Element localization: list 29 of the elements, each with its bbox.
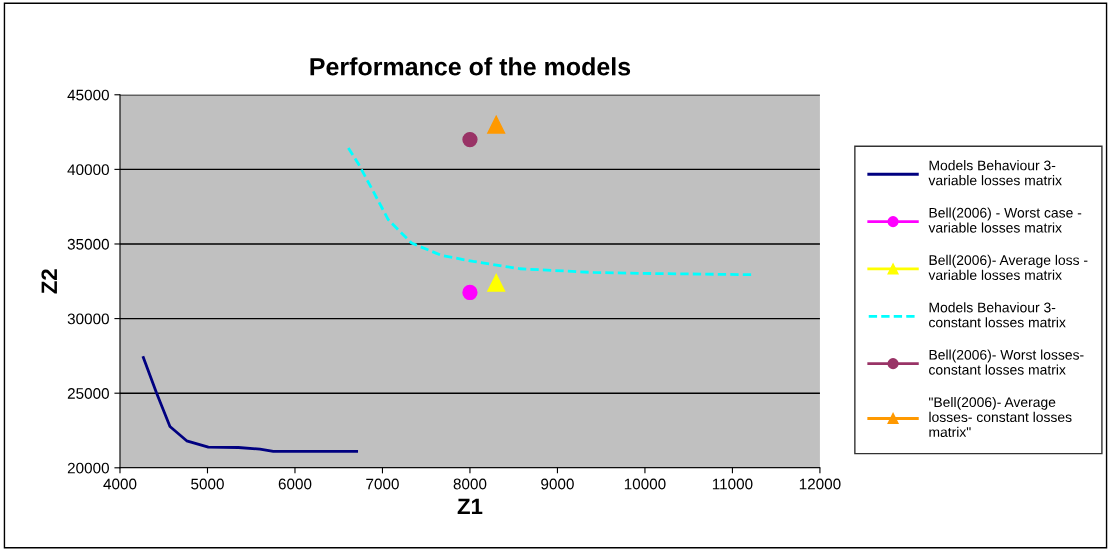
x-tick-label: 11000 (712, 478, 753, 490)
legend-label: Models Behaviour 3- constant losses matrix (929, 302, 1066, 328)
x-tick-label: 8000 (453, 478, 487, 490)
point (487, 273, 506, 292)
y-tick-label: 20000 (67, 462, 109, 474)
x-tick-label: 10000 (624, 478, 666, 490)
x-tick-label: 4000 (103, 478, 137, 490)
legend-label: Bell(2006)- Average loss - variable losses matrix (928, 254, 1088, 280)
y-tick-label: 40000 (67, 164, 109, 176)
y-tick-label: 45000 (67, 89, 109, 101)
legend-label: "Bell(2006)- Average losses- constant losses matrix" (929, 396, 1072, 437)
legend-label: Models Behaviour 3- variable losses matrix (928, 160, 1062, 186)
x-tick-label: 5000 (191, 478, 224, 490)
point (487, 115, 506, 134)
chart-title: Performance of the models (310, 57, 631, 76)
x-axis-title: Z1 (457, 498, 483, 515)
y-tick-label: 30000 (67, 313, 109, 325)
x-tick-label: 9000 (541, 478, 574, 490)
legend-label: Bell(2006) - Worst case - variable losses matrix (928, 207, 1082, 233)
y-tick-label: 25000 (67, 388, 109, 399)
x-tick-label: 12000 (799, 478, 841, 490)
y-axis-title: Z2 (41, 269, 57, 294)
point (462, 284, 478, 301)
point (462, 131, 478, 148)
y-tick-label: 35000 (67, 238, 109, 250)
line-series (141, 356, 359, 453)
x-tick-label: 6000 (278, 478, 312, 490)
x-tick-label: 7000 (366, 478, 399, 490)
legend-label: Bell(2006)- Worst losses- constant losses matrix (929, 349, 1084, 375)
